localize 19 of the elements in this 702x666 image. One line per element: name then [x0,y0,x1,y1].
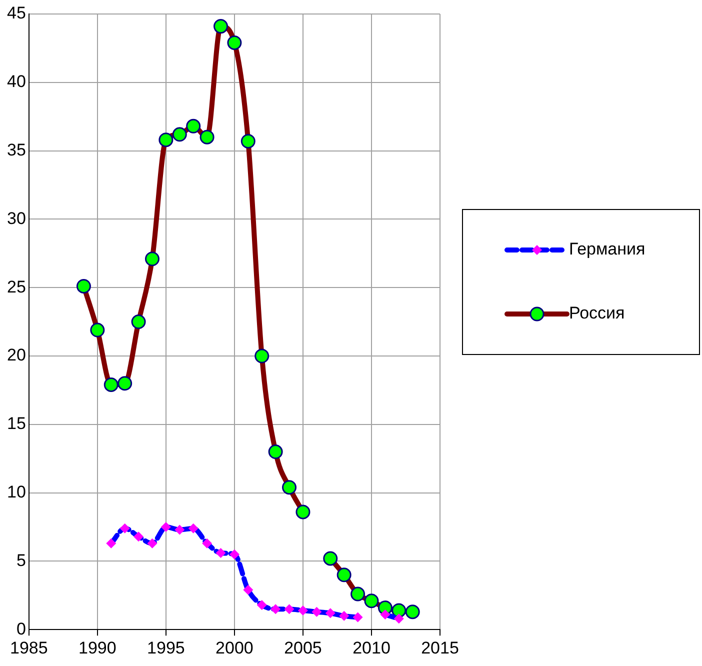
y-tick-label: 45 [6,4,26,23]
legend-label: Германия [569,240,646,259]
x-tick-label: 2015 [421,638,459,658]
x-tick-label: 1990 [78,638,116,658]
y-tick-label: 10 [6,482,26,502]
x-tick-label: 1995 [147,638,185,658]
y-tick-label: 20 [6,346,26,365]
y-tick-label: 40 [6,72,26,92]
x-tick-label: 1985 [10,638,48,658]
x-tick-label: 2005 [284,638,322,658]
y-tick-label: 15 [6,414,26,434]
y-tick-label: 5 [16,550,26,570]
y-tick-label: 30 [6,208,26,228]
y-tick-label: 0 [16,619,26,638]
x-tick-label: 2010 [352,638,390,658]
x-tick-label: 2000 [216,638,254,658]
y-tick-label: 35 [6,140,26,160]
y-tick-label: 25 [6,277,26,296]
legend-label: Россия [569,304,625,323]
